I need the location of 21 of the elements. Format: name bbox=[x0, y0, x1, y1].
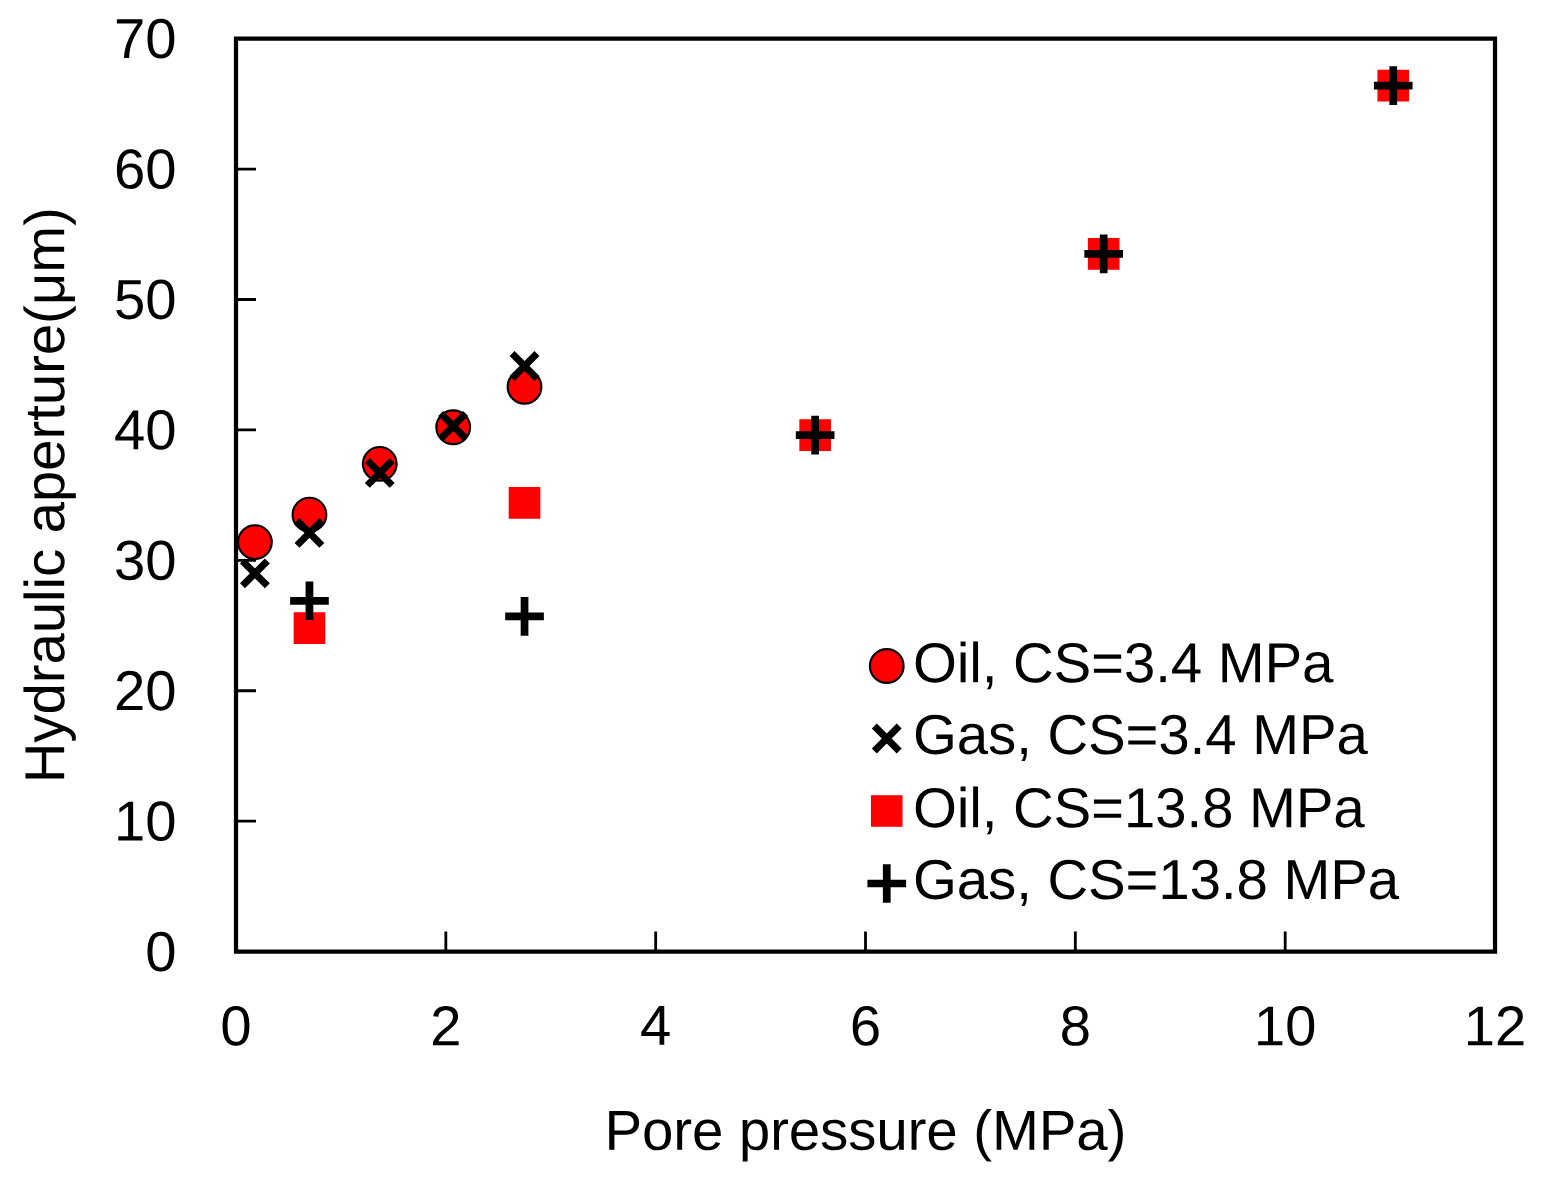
x-tick-label: 4 bbox=[641, 1005, 670, 1045]
x-tick-label: 2 bbox=[433, 1005, 459, 1046]
x-tick-label: 12 bbox=[1468, 1005, 1524, 1046]
y-tick-label: 10 bbox=[118, 801, 175, 841]
x-axis-title: Pore pressure (MPa) bbox=[609, 1108, 1123, 1162]
x-tick-label: 8 bbox=[1062, 1005, 1089, 1046]
y-tick-label: 40 bbox=[115, 409, 175, 450]
x-tick-label: 10 bbox=[1258, 1005, 1315, 1046]
legend-label: Oil, CS=3.4 MPa bbox=[915, 641, 1334, 690]
legend-label: Oil, CS=13.8 MPa bbox=[915, 786, 1365, 835]
y-tick-label: 30 bbox=[116, 540, 175, 581]
y-tick-label: 70 bbox=[116, 18, 175, 59]
legend-label: Gas, CS=3.4 MPa bbox=[915, 714, 1368, 761]
y-tick-label: 0 bbox=[147, 931, 175, 972]
y-tick-label: 20 bbox=[116, 670, 175, 711]
x-tick-label: 0 bbox=[222, 1005, 250, 1046]
legend-label: Gas, CS=13.8 MPa bbox=[915, 859, 1400, 906]
y-tick-label: 50 bbox=[116, 279, 175, 320]
x-tick-label: 6 bbox=[852, 1005, 879, 1046]
y-axis-title: Hydraulic aperture(μm) bbox=[23, 210, 76, 779]
y-tick-label: 60 bbox=[116, 149, 175, 189]
